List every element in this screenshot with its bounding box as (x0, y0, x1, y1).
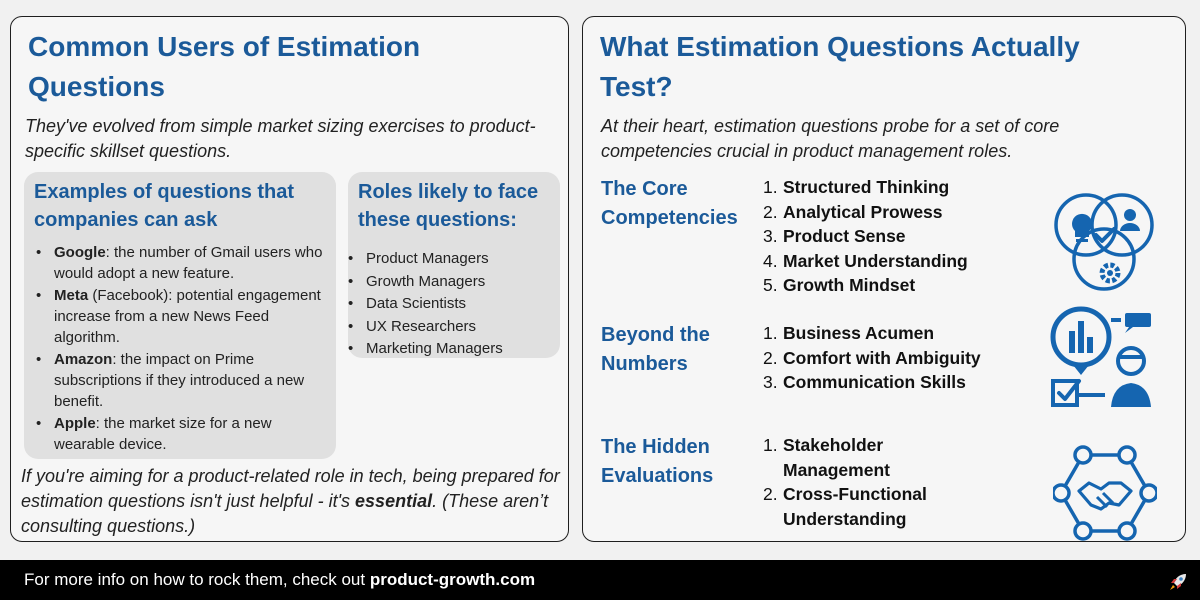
left-panel-subtitle: They've evolved from simple market sizin… (25, 116, 536, 161)
roles-title: Roles likely to face these questions: (358, 181, 539, 231)
footer-link[interactable]: product-growth.com (369, 570, 536, 589)
right-panel: What Estimation Questions Actually Test?… (582, 16, 1186, 542)
left-panel-title: Common Users of Estimation Questions (28, 31, 421, 102)
footer-bar: For more info on how to rock them, check… (0, 560, 1200, 600)
examples-list: Google: the number of Gmail users who wo… (24, 242, 329, 456)
item-label: Analytical Prowess (783, 201, 943, 222)
example-text: : the impact on Prime subscriptions if t… (54, 351, 305, 410)
example-text: : the market size for a new wearable dev… (54, 415, 272, 453)
competency-list: 1. Stakeholder Management 2. Cross-Functio… (763, 433, 983, 531)
closing-emphasis: essential (355, 491, 433, 511)
examples-title: Examples of questions that companies can… (34, 181, 295, 231)
list-item: 4. Market Understanding (763, 250, 968, 271)
item-label: Business Acumen (783, 323, 935, 343)
item-label: Cross-Functional Understanding (783, 484, 927, 529)
competency-list: 1. Structured Thinking 2. Analytical Prowe… (763, 175, 1013, 298)
list-item: Product Managers (336, 248, 560, 271)
item-label: Market Understanding (783, 250, 968, 271)
list-item: 5. Growth Mindset (763, 275, 916, 295)
left-panel: Common Users of Estimation Questions The… (10, 16, 569, 542)
right-panel-subtitle: At their heart, estimation questions pro… (601, 116, 1060, 161)
list-item: UX Researchers (336, 316, 560, 339)
list-item: Apple: the market size for a new wearabl… (24, 413, 329, 455)
footer-text: For more info on how to rock them, check… (24, 560, 535, 600)
competency-list: 1. Business Acumen 2. Comfort with Ambigui… (763, 321, 1013, 395)
closing-text-end: . (These aren’t consulting questions.) (21, 491, 549, 536)
company-name: Amazon (54, 351, 113, 368)
item-label: Product Sense (783, 226, 906, 246)
list-item: Growth Managers (336, 271, 560, 294)
footer-message: For more info on how to rock them, check… (24, 570, 370, 589)
example-text: : the number of Gmail users who would ad… (54, 244, 323, 282)
item-label: Growth Mindset (783, 275, 916, 295)
item-label: Stakeholder Management (783, 435, 890, 480)
section-title: The Hidden Evaluations (601, 436, 714, 487)
list-item: Meta (Facebook): potential engagement in… (24, 285, 329, 348)
handshake-network-icon (1053, 445, 1157, 541)
roles-box: Roles likely to face these questions: Pr… (348, 172, 560, 360)
roles-list: Product Managers Growth Managers Data Sc… (336, 248, 560, 361)
closing-note: If you're aiming for a product-related r… (21, 464, 561, 539)
list-item: Amazon: the impact on Prime subscription… (24, 349, 329, 412)
section-title: Beyond the Numbers (601, 324, 710, 375)
item-label: Communication Skills (783, 372, 966, 392)
venn-competencies-icon (1054, 193, 1154, 291)
list-item: 3. Communication Skills (763, 372, 966, 392)
company-name: Apple (54, 415, 96, 432)
list-item: 1. Business Acumen (763, 323, 935, 343)
list-item: 2. Cross-Functional Understanding (763, 484, 927, 529)
list-item: Google: the number of Gmail users who wo… (24, 242, 329, 284)
list-item: 2. Comfort with Ambiguity (763, 347, 981, 368)
rocket-icon (1170, 574, 1186, 590)
list-item: 1. Structured Thinking (763, 177, 950, 197)
list-item: 2. Analytical Prowess (763, 201, 943, 222)
company-name: Meta (54, 287, 89, 304)
company-name: Google (54, 244, 106, 261)
examples-box: Examples of questions that companies can… (24, 172, 336, 459)
list-item: Data Scientists (336, 293, 560, 316)
item-label: Comfort with Ambiguity (783, 347, 981, 368)
item-label: Structured Thinking (783, 177, 950, 197)
example-text: (Facebook): potential engagement increas… (54, 287, 321, 346)
right-panel-title: What Estimation Questions Actually Test? (600, 31, 1080, 102)
list-item: 1. Stakeholder Management (763, 435, 890, 480)
closing-text: If you're aiming for a product-related r… (21, 466, 560, 511)
list-item: Marketing Managers (336, 338, 560, 361)
list-item: 3. Product Sense (763, 226, 906, 246)
section-title: The Core Competencies (601, 178, 738, 229)
analyst-chart-icon (1050, 306, 1151, 407)
